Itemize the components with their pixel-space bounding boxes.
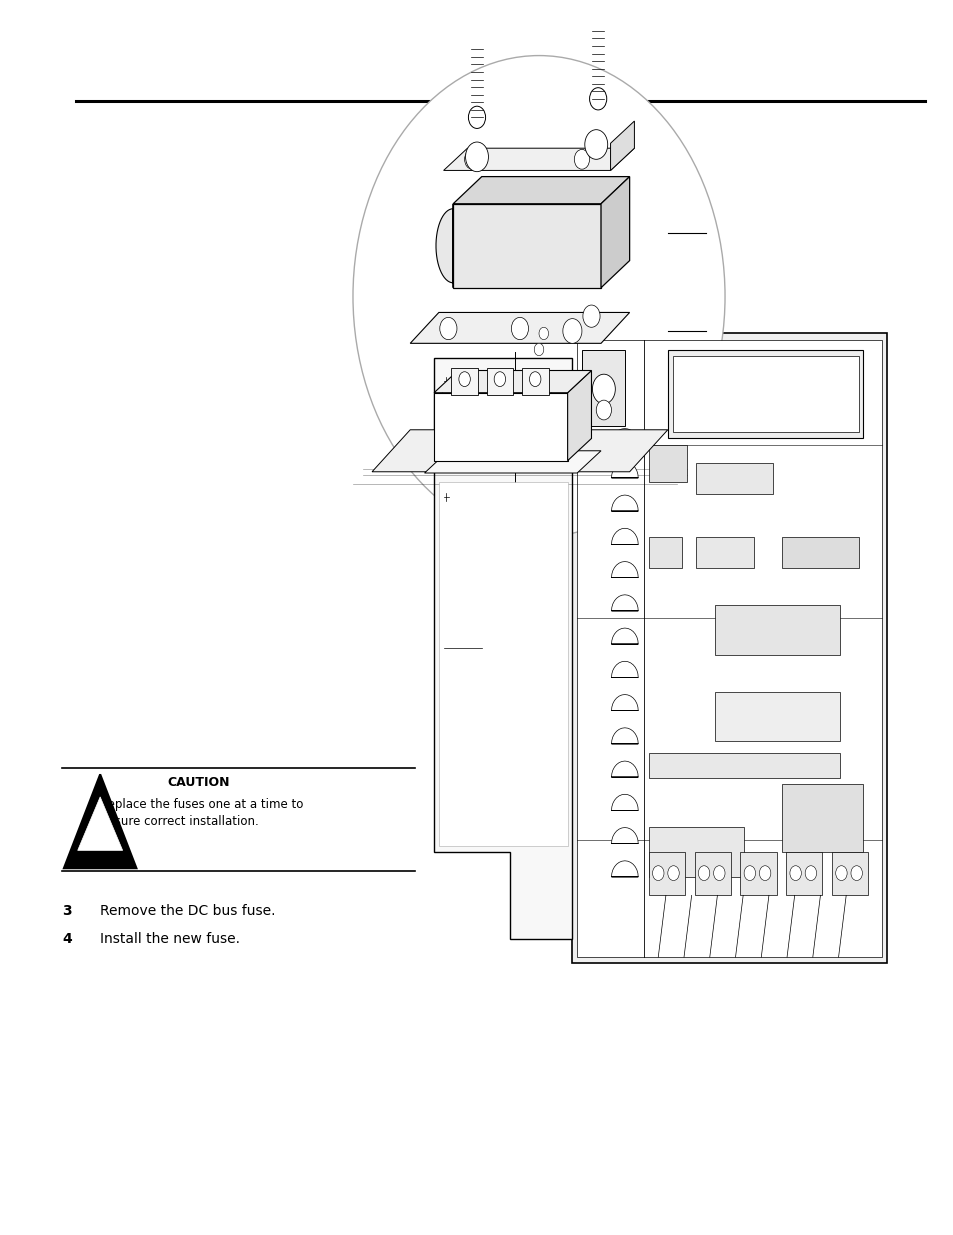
FancyBboxPatch shape bbox=[667, 350, 862, 438]
Text: Remove the DC bus fuse.: Remove the DC bus fuse. bbox=[100, 904, 275, 918]
Circle shape bbox=[759, 866, 770, 881]
Circle shape bbox=[439, 317, 456, 340]
Polygon shape bbox=[434, 393, 567, 461]
Polygon shape bbox=[611, 629, 638, 645]
Circle shape bbox=[667, 866, 679, 881]
Circle shape bbox=[835, 866, 846, 881]
FancyBboxPatch shape bbox=[696, 537, 753, 568]
Circle shape bbox=[458, 372, 470, 387]
Polygon shape bbox=[453, 177, 629, 204]
Circle shape bbox=[529, 372, 540, 387]
FancyBboxPatch shape bbox=[648, 537, 681, 568]
Polygon shape bbox=[434, 358, 572, 939]
Circle shape bbox=[538, 327, 548, 340]
Circle shape bbox=[804, 866, 816, 881]
Polygon shape bbox=[611, 595, 638, 611]
Polygon shape bbox=[611, 462, 638, 478]
Text: 3: 3 bbox=[62, 904, 71, 918]
FancyBboxPatch shape bbox=[785, 852, 821, 895]
Circle shape bbox=[574, 149, 589, 169]
Polygon shape bbox=[611, 429, 638, 445]
Text: CAUTION: CAUTION bbox=[167, 776, 230, 789]
Circle shape bbox=[353, 56, 724, 537]
Polygon shape bbox=[424, 451, 600, 473]
FancyBboxPatch shape bbox=[438, 482, 567, 846]
FancyBboxPatch shape bbox=[740, 852, 776, 895]
Polygon shape bbox=[600, 177, 629, 288]
FancyBboxPatch shape bbox=[441, 387, 551, 438]
Polygon shape bbox=[611, 661, 638, 677]
Polygon shape bbox=[610, 121, 634, 170]
Polygon shape bbox=[77, 797, 123, 851]
Polygon shape bbox=[372, 430, 667, 472]
Circle shape bbox=[589, 88, 606, 110]
FancyBboxPatch shape bbox=[443, 447, 500, 469]
FancyBboxPatch shape bbox=[648, 827, 743, 877]
Circle shape bbox=[596, 400, 611, 420]
Circle shape bbox=[850, 866, 862, 881]
Circle shape bbox=[584, 130, 607, 159]
Circle shape bbox=[789, 866, 801, 881]
Circle shape bbox=[511, 317, 528, 340]
FancyBboxPatch shape bbox=[715, 605, 839, 655]
Circle shape bbox=[464, 149, 479, 169]
FancyBboxPatch shape bbox=[696, 463, 772, 494]
Polygon shape bbox=[443, 148, 634, 170]
Text: Install the new fuse.: Install the new fuse. bbox=[100, 932, 240, 946]
FancyBboxPatch shape bbox=[648, 753, 839, 778]
FancyBboxPatch shape bbox=[486, 368, 513, 395]
Polygon shape bbox=[611, 761, 638, 777]
Circle shape bbox=[468, 106, 485, 128]
Polygon shape bbox=[611, 861, 638, 877]
Polygon shape bbox=[410, 312, 629, 343]
FancyBboxPatch shape bbox=[451, 368, 477, 395]
Polygon shape bbox=[64, 774, 136, 868]
Polygon shape bbox=[611, 495, 638, 511]
Polygon shape bbox=[611, 827, 638, 844]
Polygon shape bbox=[611, 562, 638, 578]
Circle shape bbox=[465, 142, 488, 172]
Circle shape bbox=[494, 372, 505, 387]
FancyBboxPatch shape bbox=[715, 692, 839, 741]
FancyBboxPatch shape bbox=[831, 852, 867, 895]
Circle shape bbox=[698, 866, 709, 881]
FancyBboxPatch shape bbox=[672, 356, 858, 432]
Polygon shape bbox=[611, 694, 638, 710]
FancyBboxPatch shape bbox=[577, 340, 882, 957]
Circle shape bbox=[652, 866, 663, 881]
Polygon shape bbox=[453, 204, 600, 288]
Circle shape bbox=[534, 343, 543, 356]
Text: Replace the fuses one at a time to
ensure correct installation.: Replace the fuses one at a time to ensur… bbox=[100, 798, 303, 827]
FancyBboxPatch shape bbox=[781, 537, 858, 568]
Polygon shape bbox=[567, 370, 591, 461]
FancyBboxPatch shape bbox=[648, 445, 686, 482]
Polygon shape bbox=[611, 727, 638, 743]
Polygon shape bbox=[434, 370, 591, 393]
Text: 4: 4 bbox=[62, 932, 71, 946]
FancyBboxPatch shape bbox=[648, 852, 684, 895]
Circle shape bbox=[713, 866, 724, 881]
Polygon shape bbox=[436, 204, 453, 288]
FancyBboxPatch shape bbox=[781, 784, 862, 852]
Circle shape bbox=[592, 374, 615, 404]
Polygon shape bbox=[611, 794, 638, 810]
Circle shape bbox=[582, 305, 599, 327]
Circle shape bbox=[562, 319, 581, 343]
FancyBboxPatch shape bbox=[572, 333, 886, 963]
FancyBboxPatch shape bbox=[581, 350, 624, 426]
FancyBboxPatch shape bbox=[521, 368, 548, 395]
Circle shape bbox=[743, 866, 755, 881]
FancyBboxPatch shape bbox=[694, 852, 730, 895]
Polygon shape bbox=[611, 529, 638, 545]
